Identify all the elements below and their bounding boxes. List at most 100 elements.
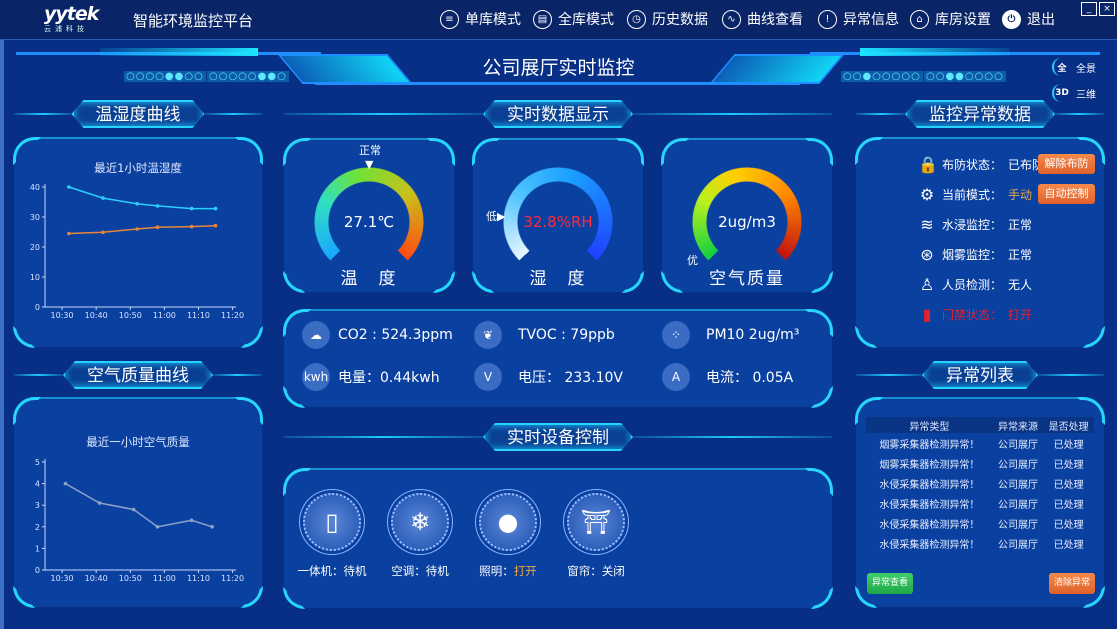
x-tick-label: 10:30 — [51, 311, 74, 320]
table-row: 水侵采集器检测异常！ 公司展厅 已处理 — [866, 533, 1094, 553]
chart-title: 最近一小时空气质量 — [86, 435, 190, 449]
status-row: ♙ 人员检测： 无人 — [918, 275, 1032, 294]
history-icon: ◷ — [627, 9, 646, 29]
status-label: 烟雾监控： — [942, 248, 1003, 262]
cell-handled: 已处理 — [1053, 499, 1084, 511]
status-value: 已布防 — [1008, 158, 1045, 172]
cell-source: 公司展厅 — [997, 439, 1038, 451]
nav-2[interactable]: ◷ 历史数据 — [627, 9, 708, 29]
status-action-button[interactable]: 解除布防 — [1038, 154, 1095, 174]
cabinet-icon[interactable]: ▯ — [303, 493, 361, 551]
alarm-list-panel: 异常类型 异常来源 是否处理 烟雾采集器检测异常！ 公司展厅 已处理 烟雾采集器… — [855, 397, 1105, 608]
y-tick-label: 40 — [30, 183, 40, 192]
nav-label: 历史数据 — [652, 12, 708, 28]
status-value: 打开 — [1008, 308, 1033, 322]
gauge-marker-label: 正常 — [359, 144, 381, 157]
data-point — [213, 223, 218, 228]
x-tick-label: 10:40 — [85, 311, 108, 320]
nav-1[interactable]: ▤ 全库模式 — [533, 9, 614, 29]
col-header-type: 异常类型 — [866, 417, 993, 433]
cell-source: 公司展厅 — [997, 479, 1038, 491]
indicator-dots: ○○●○○○○○ — [841, 71, 923, 82]
nav-6[interactable]: ⏻ 退出 — [1002, 9, 1055, 29]
nav-label: 库房设置 — [935, 12, 991, 28]
data-point — [155, 525, 160, 529]
table-row: 水侵采集器检测异常！ 公司展厅 已处理 — [866, 513, 1094, 533]
series-line — [68, 186, 216, 210]
clear-alarms-button[interactable]: 清除异常 — [1049, 573, 1095, 594]
panorama-view-button[interactable]: 全全景 — [1052, 58, 1096, 76]
gauge-panel-0: 正常 ▼ 27.1℃ 温 度 — [283, 138, 455, 293]
section-title: 温湿度曲线 — [72, 100, 205, 128]
door-icon: ▮ — [922, 305, 932, 324]
data-point — [131, 507, 136, 512]
snowflake-icon[interactable]: ❄ — [391, 493, 449, 551]
y-tick-label: 4 — [35, 480, 40, 489]
gauge-marker-label: 优 — [687, 254, 698, 267]
gauge-panel-2: 优 2ug/m3 空气质量 — [661, 138, 833, 293]
cell-type: 水侵采集器检测异常！ — [879, 479, 980, 491]
nav-label: 异常信息 — [843, 12, 899, 28]
app-title: 智能环境监控平台 — [133, 12, 254, 30]
x-tick-label: 10:40 — [85, 574, 108, 583]
bulb-icon[interactable]: ● — [479, 493, 537, 551]
col-header-source: 异常来源 — [992, 417, 1044, 433]
database-multi-icon: ▤ — [533, 9, 552, 29]
cell-handled: 已处理 — [1053, 479, 1084, 491]
cell-source: 公司展厅 — [997, 539, 1038, 551]
status-value: 正常 — [1008, 248, 1033, 262]
nav-3[interactable]: ∿ 曲线查看 — [722, 9, 803, 29]
gauge-arc — [692, 167, 802, 277]
status-action-button[interactable]: 自动控制 — [1038, 184, 1095, 204]
cell-type: 烟雾采集器检测异常！ — [879, 439, 980, 451]
3d-icon: 3D — [1052, 84, 1070, 102]
status-value: 无人 — [1008, 278, 1033, 292]
data-point — [189, 224, 194, 229]
cell-type: 水侵采集器检测异常！ — [879, 539, 980, 551]
alarm-status-panel: 🔒 布防状态： 已布防 解除布防 ⚙ 当前模式： 手动 自动控制 ≋ 水浸监控： 正… — [855, 137, 1105, 348]
nav-4[interactable]: ! 异常信息 — [818, 9, 899, 29]
gauge-arc — [503, 167, 613, 277]
device-3[interactable]: ⛩ 窗帘：关闭 — [551, 493, 641, 579]
series-line — [68, 224, 216, 235]
device-0[interactable]: ▯ 一体机：待机 — [287, 493, 377, 579]
cell-type: 水侵采集器检测异常！ — [879, 519, 980, 531]
status-row: ⚙ 当前模式： 手动 — [918, 185, 1032, 204]
status-label: 水浸监控： — [942, 218, 1003, 232]
y-tick-label: 1 — [35, 544, 40, 553]
section-header-temp-curve: 温湿度曲线 — [14, 99, 262, 129]
power-icon: ⏻ — [1002, 9, 1021, 29]
minimize-button[interactable]: _ — [1081, 2, 1097, 16]
panorama-icon: 全 — [1052, 58, 1070, 76]
nav-0[interactable]: ≡ 单库模式 — [440, 9, 521, 29]
nav-5[interactable]: ⌂ 库房设置 — [910, 9, 991, 29]
section-title: 空气质量曲线 — [63, 361, 213, 389]
3d-view-button[interactable]: 3D 三维 — [1052, 84, 1096, 102]
top-bar: yytek 云浦科技 智能环境监控平台 _ × ≡ 单库模式 ▤ 全库模式 ◷ … — [0, 0, 1117, 40]
cell-handled: 已处理 — [1053, 439, 1084, 451]
cell-handled: 已处理 — [1053, 539, 1084, 551]
nav-label: 全库模式 — [558, 12, 614, 28]
device-2[interactable]: ● 照明：打开 — [463, 493, 553, 579]
curtain-icon[interactable]: ⛩ — [567, 493, 625, 551]
reading-1: ❦ TVOC : 79ppb — [474, 321, 615, 349]
device-1[interactable]: ❄ 空调：待机 — [375, 493, 465, 579]
alarm-table: 异常类型 异常来源 是否处理 烟雾采集器检测异常！ 公司展厅 已处理 烟雾采集器… — [866, 417, 1094, 553]
y-tick-label: 3 — [35, 501, 40, 510]
x-tick-label: 11:00 — [153, 574, 176, 583]
device-name: 窗帘： — [567, 564, 602, 578]
close-button[interactable]: × — [1099, 2, 1115, 16]
view-alarms-button[interactable]: 异常查看 — [867, 573, 913, 594]
gauge-value: 2ug/m3 — [718, 213, 776, 231]
x-tick-label: 11:20 — [221, 311, 244, 320]
section-title: 实时数据显示 — [483, 100, 633, 128]
y-tick-label: 5 — [35, 458, 40, 467]
data-point — [210, 525, 214, 529]
current-icon: A — [662, 363, 690, 391]
data-point — [189, 518, 194, 523]
nav-label: 单库模式 — [465, 12, 521, 28]
x-tick-label: 10:50 — [119, 574, 142, 583]
status-label: 当前模式： — [942, 188, 1003, 202]
nav-label: 曲线查看 — [747, 12, 803, 28]
data-point — [101, 230, 105, 235]
